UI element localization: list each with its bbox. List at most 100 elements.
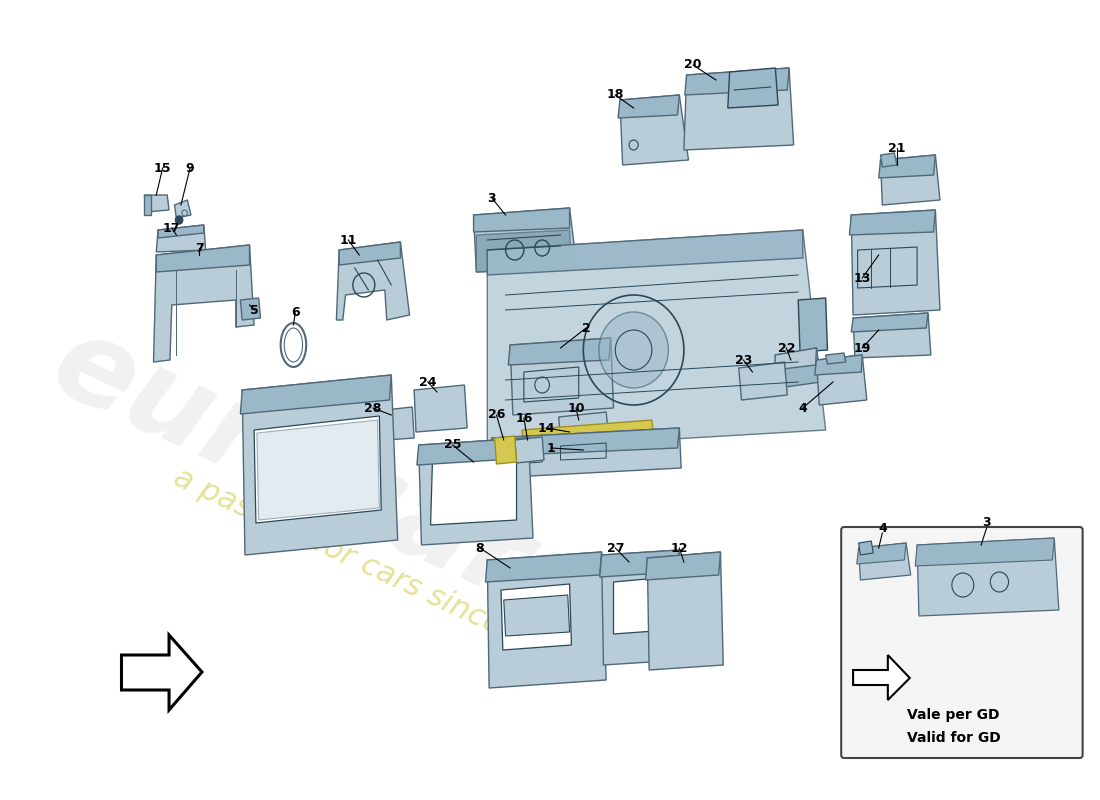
Polygon shape (522, 420, 653, 448)
Circle shape (182, 210, 187, 216)
Polygon shape (414, 385, 468, 432)
Polygon shape (241, 298, 261, 320)
Text: Valid for GD: Valid for GD (906, 731, 1001, 745)
Polygon shape (156, 225, 206, 252)
Polygon shape (241, 375, 392, 414)
Polygon shape (854, 655, 910, 700)
Polygon shape (776, 348, 821, 388)
Text: 10: 10 (568, 402, 585, 414)
Polygon shape (728, 68, 778, 108)
Polygon shape (485, 552, 602, 582)
Text: Vale per GD: Vale per GD (908, 708, 1000, 722)
Polygon shape (254, 416, 382, 523)
Polygon shape (859, 541, 873, 555)
Text: 3: 3 (982, 515, 991, 529)
Text: 4: 4 (799, 402, 807, 414)
Polygon shape (242, 375, 398, 555)
Polygon shape (857, 543, 906, 564)
Polygon shape (739, 362, 788, 400)
Polygon shape (487, 230, 803, 275)
Polygon shape (646, 552, 720, 580)
Circle shape (175, 216, 183, 224)
Text: 8: 8 (475, 542, 484, 554)
Polygon shape (474, 208, 576, 272)
Text: 25: 25 (443, 438, 461, 451)
Polygon shape (799, 298, 827, 352)
Polygon shape (474, 208, 570, 232)
Polygon shape (144, 195, 151, 215)
Polygon shape (492, 428, 681, 478)
Polygon shape (175, 200, 191, 218)
Polygon shape (284, 328, 302, 362)
Polygon shape (880, 155, 940, 205)
Text: 15: 15 (154, 162, 172, 174)
Text: 18: 18 (606, 89, 624, 102)
Polygon shape (430, 456, 517, 525)
Text: 12: 12 (671, 542, 689, 554)
Polygon shape (419, 438, 534, 545)
Polygon shape (854, 313, 931, 358)
Text: 1: 1 (547, 442, 556, 454)
Text: 23: 23 (735, 354, 752, 366)
Polygon shape (851, 210, 940, 315)
Polygon shape (487, 230, 826, 450)
Polygon shape (337, 242, 409, 320)
Polygon shape (256, 420, 380, 520)
Polygon shape (154, 245, 254, 362)
Polygon shape (880, 153, 896, 167)
Text: 21: 21 (888, 142, 905, 154)
Polygon shape (859, 543, 911, 580)
Polygon shape (487, 552, 606, 688)
Polygon shape (685, 68, 789, 95)
Text: a passion for cars since 1985: a passion for cars since 1985 (169, 462, 586, 678)
Text: eurocars: eurocars (35, 305, 611, 655)
Text: 9: 9 (186, 162, 195, 174)
Polygon shape (500, 584, 571, 650)
Text: 20: 20 (684, 58, 702, 71)
Polygon shape (849, 210, 935, 235)
Circle shape (598, 312, 669, 388)
Polygon shape (774, 348, 816, 370)
Text: 16: 16 (515, 411, 532, 425)
Text: 24: 24 (419, 375, 437, 389)
Polygon shape (504, 595, 570, 636)
Text: 7: 7 (195, 242, 204, 254)
Polygon shape (915, 538, 1054, 566)
Polygon shape (600, 550, 680, 577)
Text: 14: 14 (538, 422, 556, 434)
Text: 17: 17 (163, 222, 180, 234)
Polygon shape (339, 242, 400, 265)
Polygon shape (476, 230, 571, 272)
Polygon shape (121, 635, 202, 710)
Text: 27: 27 (606, 542, 624, 554)
Polygon shape (385, 407, 414, 440)
Polygon shape (618, 95, 680, 118)
Polygon shape (510, 338, 614, 415)
Polygon shape (917, 538, 1059, 616)
Text: 19: 19 (854, 342, 871, 354)
Polygon shape (614, 577, 669, 634)
Text: 5: 5 (250, 303, 258, 317)
Polygon shape (851, 313, 928, 332)
Text: 22: 22 (778, 342, 795, 354)
Polygon shape (602, 550, 681, 665)
Polygon shape (180, 250, 219, 278)
Polygon shape (515, 437, 544, 463)
Polygon shape (684, 68, 793, 150)
Polygon shape (490, 428, 680, 456)
Polygon shape (826, 353, 846, 364)
Text: 28: 28 (364, 402, 382, 414)
Polygon shape (158, 225, 204, 238)
Polygon shape (508, 338, 611, 365)
Text: 4: 4 (878, 522, 887, 534)
Polygon shape (559, 412, 608, 436)
Polygon shape (816, 355, 867, 405)
Text: 3: 3 (487, 191, 496, 205)
Polygon shape (495, 436, 517, 464)
Polygon shape (815, 355, 862, 375)
Polygon shape (417, 438, 528, 465)
Polygon shape (144, 195, 169, 212)
Text: 6: 6 (290, 306, 299, 319)
Text: 26: 26 (487, 409, 505, 422)
Polygon shape (620, 95, 689, 165)
